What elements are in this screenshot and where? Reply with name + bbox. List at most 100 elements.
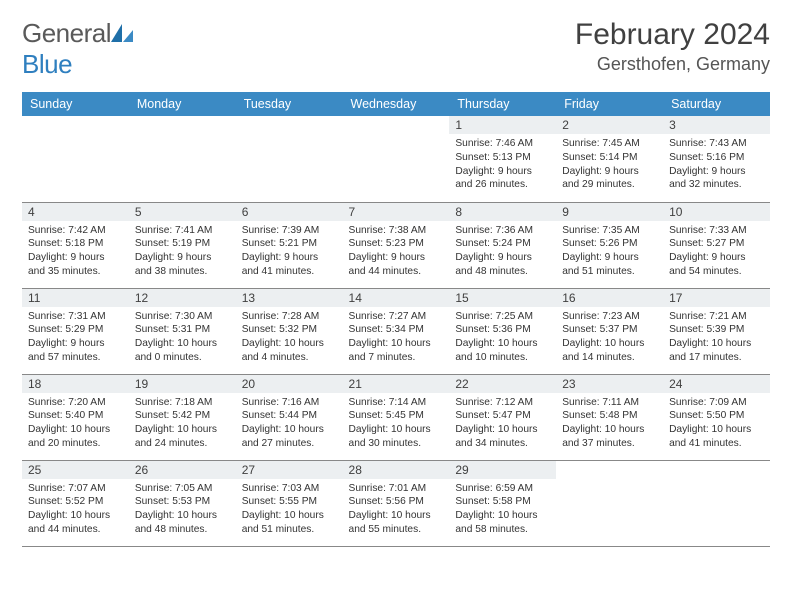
detail-line: Sunset: 5:18 PM [28,237,123,251]
detail-line: and 17 minutes. [669,351,764,365]
calendar-week-row: 11Sunrise: 7:31 AMSunset: 5:29 PMDayligh… [22,288,770,374]
calendar-day-cell: 1Sunrise: 7:46 AMSunset: 5:13 PMDaylight… [449,116,556,202]
detail-line: and 38 minutes. [135,265,230,279]
weekday-header: Monday [129,92,236,116]
calendar-day-cell: 14Sunrise: 7:27 AMSunset: 5:34 PMDayligh… [343,288,450,374]
detail-line: and 29 minutes. [562,178,657,192]
detail-line: and 4 minutes. [242,351,337,365]
month-title: February 2024 [575,18,770,52]
calendar-day-cell: 21Sunrise: 7:14 AMSunset: 5:45 PMDayligh… [343,374,450,460]
detail-line: and 32 minutes. [669,178,764,192]
detail-line: and 35 minutes. [28,265,123,279]
calendar-day-cell: 19Sunrise: 7:18 AMSunset: 5:42 PMDayligh… [129,374,236,460]
day-number: 11 [22,289,129,307]
detail-line: and 26 minutes. [455,178,550,192]
weekday-header: Tuesday [236,92,343,116]
day-details: Sunrise: 7:38 AMSunset: 5:23 PMDaylight:… [343,221,450,283]
location-label: Gersthofen, Germany [575,54,770,75]
calendar-day-cell [663,460,770,546]
detail-line: Sunrise: 7:25 AM [455,310,550,324]
detail-line: and 0 minutes. [135,351,230,365]
detail-line: Sunrise: 7:23 AM [562,310,657,324]
detail-line: Sunset: 5:24 PM [455,237,550,251]
detail-line: and 20 minutes. [28,437,123,451]
day-number: 12 [129,289,236,307]
day-number: 19 [129,375,236,393]
detail-line: Daylight: 10 hours [28,423,123,437]
detail-line: and 10 minutes. [455,351,550,365]
day-number: 22 [449,375,556,393]
calendar-week-row: 25Sunrise: 7:07 AMSunset: 5:52 PMDayligh… [22,460,770,546]
day-details: Sunrise: 7:11 AMSunset: 5:48 PMDaylight:… [556,393,663,455]
detail-line: Sunset: 5:13 PM [455,151,550,165]
calendar-day-cell: 27Sunrise: 7:03 AMSunset: 5:55 PMDayligh… [236,460,343,546]
day-details: Sunrise: 7:21 AMSunset: 5:39 PMDaylight:… [663,307,770,369]
calendar-week-row: 4Sunrise: 7:42 AMSunset: 5:18 PMDaylight… [22,202,770,288]
detail-line: Sunset: 5:37 PM [562,323,657,337]
detail-line: Daylight: 10 hours [455,337,550,351]
detail-line: Sunset: 5:19 PM [135,237,230,251]
detail-line: Sunset: 5:14 PM [562,151,657,165]
detail-line: Sunset: 5:53 PM [135,495,230,509]
detail-line: Sunrise: 7:07 AM [28,482,123,496]
title-block: February 2024 Gersthofen, Germany [575,18,770,75]
detail-line: Sunrise: 7:01 AM [349,482,444,496]
day-details: Sunrise: 7:28 AMSunset: 5:32 PMDaylight:… [236,307,343,369]
detail-line: Daylight: 9 hours [669,251,764,265]
detail-line: Sunrise: 7:20 AM [28,396,123,410]
detail-line: Sunset: 5:16 PM [669,151,764,165]
day-details: Sunrise: 7:45 AMSunset: 5:14 PMDaylight:… [556,134,663,196]
detail-line: and 14 minutes. [562,351,657,365]
detail-line: Daylight: 9 hours [455,165,550,179]
day-number: 1 [449,116,556,134]
detail-line: Sunrise: 7:18 AM [135,396,230,410]
day-number: 14 [343,289,450,307]
day-details: Sunrise: 7:23 AMSunset: 5:37 PMDaylight:… [556,307,663,369]
detail-line: Sunset: 5:52 PM [28,495,123,509]
detail-line: Daylight: 10 hours [242,423,337,437]
day-details: Sunrise: 7:05 AMSunset: 5:53 PMDaylight:… [129,479,236,541]
calendar-week-row: 18Sunrise: 7:20 AMSunset: 5:40 PMDayligh… [22,374,770,460]
day-details: Sunrise: 7:14 AMSunset: 5:45 PMDaylight:… [343,393,450,455]
detail-line: Daylight: 10 hours [242,337,337,351]
detail-line: Sunset: 5:42 PM [135,409,230,423]
detail-line: Sunset: 5:29 PM [28,323,123,337]
calendar-body: 1Sunrise: 7:46 AMSunset: 5:13 PMDaylight… [22,116,770,546]
detail-line: Daylight: 9 hours [562,165,657,179]
day-details: Sunrise: 7:18 AMSunset: 5:42 PMDaylight:… [129,393,236,455]
detail-line: Sunset: 5:47 PM [455,409,550,423]
calendar-day-cell [236,116,343,202]
detail-line: Sunrise: 7:21 AM [669,310,764,324]
weekday-header: Friday [556,92,663,116]
day-details: Sunrise: 7:25 AMSunset: 5:36 PMDaylight:… [449,307,556,369]
calendar-day-cell: 28Sunrise: 7:01 AMSunset: 5:56 PMDayligh… [343,460,450,546]
day-details: Sunrise: 7:03 AMSunset: 5:55 PMDaylight:… [236,479,343,541]
day-number: 4 [22,203,129,221]
detail-line: Sunrise: 7:12 AM [455,396,550,410]
detail-line: Daylight: 10 hours [349,423,444,437]
detail-line: Daylight: 10 hours [669,337,764,351]
day-details: Sunrise: 7:39 AMSunset: 5:21 PMDaylight:… [236,221,343,283]
weekday-header: Sunday [22,92,129,116]
day-details: Sunrise: 7:01 AMSunset: 5:56 PMDaylight:… [343,479,450,541]
detail-line: Sunset: 5:21 PM [242,237,337,251]
detail-line: and 54 minutes. [669,265,764,279]
detail-line: Sunset: 5:40 PM [28,409,123,423]
detail-line: Sunrise: 7:28 AM [242,310,337,324]
detail-line: Daylight: 9 hours [242,251,337,265]
day-number: 21 [343,375,450,393]
day-details: Sunrise: 7:41 AMSunset: 5:19 PMDaylight:… [129,221,236,283]
brand-part1: General [22,18,111,48]
detail-line: Sunrise: 7:03 AM [242,482,337,496]
calendar-day-cell: 13Sunrise: 7:28 AMSunset: 5:32 PMDayligh… [236,288,343,374]
detail-line: Sunrise: 7:33 AM [669,224,764,238]
calendar-header-row: SundayMondayTuesdayWednesdayThursdayFrid… [22,92,770,116]
calendar-day-cell: 4Sunrise: 7:42 AMSunset: 5:18 PMDaylight… [22,202,129,288]
day-number: 27 [236,461,343,479]
detail-line: Sunrise: 7:43 AM [669,137,764,151]
detail-line: Sunrise: 7:05 AM [135,482,230,496]
calendar-day-cell: 23Sunrise: 7:11 AMSunset: 5:48 PMDayligh… [556,374,663,460]
detail-line: and 48 minutes. [455,265,550,279]
day-number: 23 [556,375,663,393]
day-details: Sunrise: 7:20 AMSunset: 5:40 PMDaylight:… [22,393,129,455]
